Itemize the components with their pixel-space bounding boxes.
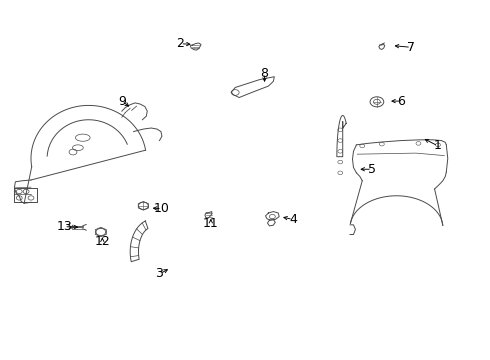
Text: 4: 4 [289,213,297,226]
Text: 7: 7 [407,41,415,54]
Text: 9: 9 [118,95,126,108]
Text: 10: 10 [154,202,170,215]
Text: 5: 5 [368,163,376,176]
Text: 13: 13 [56,220,72,233]
Text: 1: 1 [434,139,442,152]
Text: 6: 6 [397,95,405,108]
Text: 12: 12 [95,235,110,248]
Text: 2: 2 [176,37,184,50]
Text: 8: 8 [261,67,269,80]
Text: 3: 3 [155,267,164,280]
Text: 11: 11 [203,217,219,230]
